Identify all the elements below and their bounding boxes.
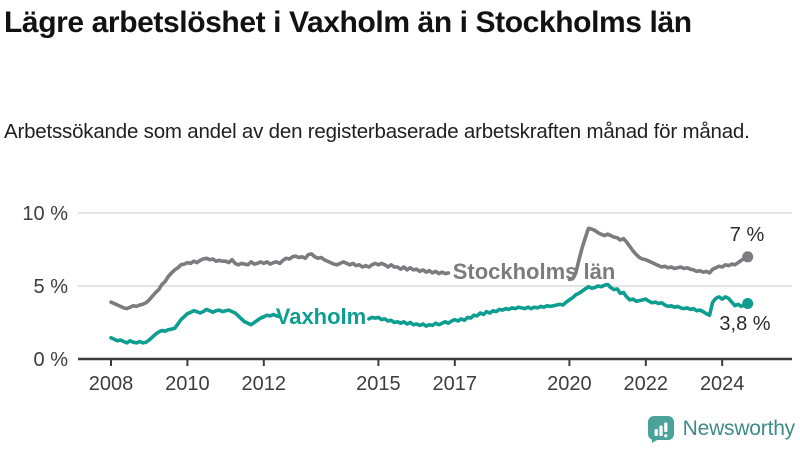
- x-tick-label: 2024: [700, 373, 745, 395]
- newsworthy-logo: Newsworthy: [647, 415, 795, 443]
- chart-subtitle: Arbetssökande som andel av den registerb…: [4, 120, 750, 143]
- newsworthy-wordmark: Newsworthy: [682, 417, 796, 440]
- x-tick-label: 2017: [433, 373, 478, 395]
- series-label: Stockholms län: [453, 259, 616, 284]
- x-tick-label: 2012: [242, 373, 287, 395]
- series-line: [109, 252, 451, 311]
- chart-title: Lägre arbetslöshet i Vaxholm än i Stockh…: [4, 6, 692, 39]
- series-line: [367, 282, 750, 328]
- y-tick-label: 10 %: [22, 203, 68, 225]
- x-tick-label: 2010: [165, 373, 210, 395]
- series-line: [109, 307, 282, 345]
- series-end-value: 7 %: [730, 224, 765, 246]
- series-line: [567, 226, 750, 282]
- series-end-dot: [742, 298, 754, 309]
- series-end-value: 3,8 %: [719, 313, 770, 335]
- x-tick-label: 2008: [89, 373, 134, 395]
- series-end-dot: [742, 251, 754, 263]
- x-tick-label: 2022: [624, 373, 669, 395]
- x-tick-label: 2015: [356, 373, 401, 395]
- newsworthy-chart-bubble-icon: [647, 416, 674, 443]
- y-tick-label: 0 %: [34, 349, 69, 371]
- x-tick-label: 2020: [547, 373, 592, 395]
- y-tick-label: 5 %: [34, 276, 69, 298]
- series-label: Vaxholm: [276, 304, 366, 329]
